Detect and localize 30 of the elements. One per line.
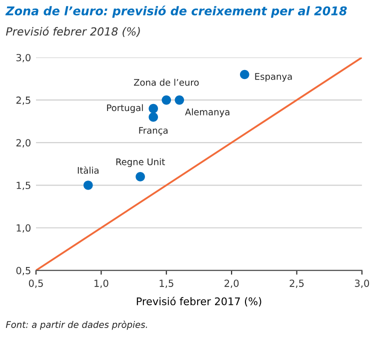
x-tick-label: 0,5	[28, 280, 43, 288]
x-axis-title: Previsió febrer 2017 (%)	[136, 296, 262, 306]
x-tick-label: 2,5	[290, 280, 304, 288]
y-tick-label: 1,0	[16, 224, 30, 233]
annotation: Itàlia	[78, 166, 98, 174]
y-tick-label: 0,5	[16, 266, 30, 276]
annotation: Zona de l’euro	[134, 78, 199, 86]
y-tick-label: 2,0	[16, 139, 30, 148]
annotation: Portugal	[107, 104, 143, 113]
point	[136, 172, 145, 182]
point	[148, 104, 158, 114]
annotation: Regne Unit	[116, 158, 165, 167]
point	[162, 95, 172, 105]
point	[240, 70, 250, 80]
point	[83, 180, 93, 190]
annotation: Espanya	[255, 73, 292, 82]
y-tick-label: 2,5	[16, 96, 30, 105]
text: Font: a partir de dades pròpies.	[6, 320, 147, 330]
x-tick-label: 2,0	[224, 280, 239, 288]
chart-title: Zona de l’euro: previsió de creixement per al 2018	[5, 6, 347, 18]
annotation: Alemanya	[185, 108, 230, 118]
y-tick-label: 3,0	[16, 54, 30, 62]
y-tick-label: 1,5	[16, 182, 30, 190]
x-tick-label: 1,0	[94, 280, 108, 288]
annotation: França	[139, 127, 168, 136]
point	[174, 95, 184, 105]
chart-subtitle: Previsió febrer 2018 (%)	[6, 26, 140, 37]
x-tick-label: 1,5	[160, 280, 174, 288]
point	[148, 112, 158, 122]
x-tick-label: 3,0	[354, 280, 370, 288]
